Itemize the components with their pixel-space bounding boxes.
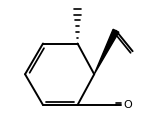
Text: O: O <box>123 100 132 110</box>
Polygon shape <box>94 29 119 74</box>
